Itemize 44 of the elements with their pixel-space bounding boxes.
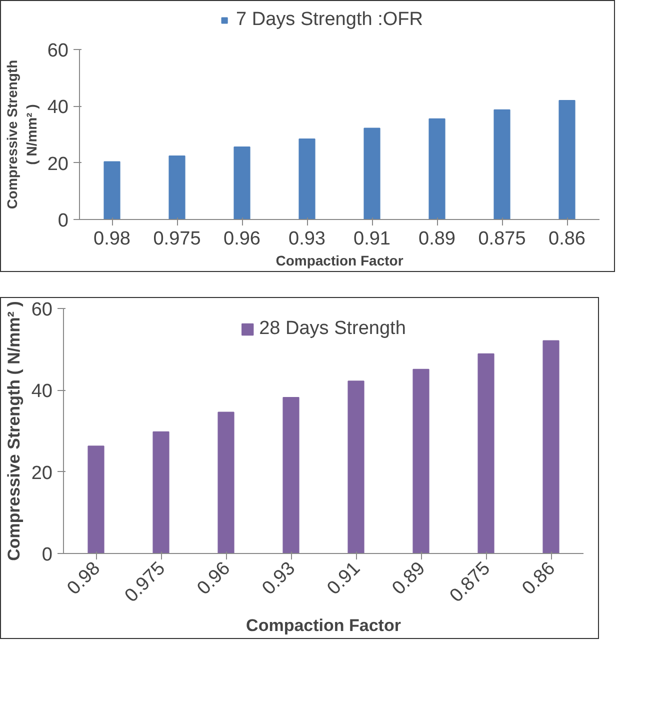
y-axis-title: Compressive Strength ( N/mm² ) [4,301,24,561]
y-tick-label: 0 [58,210,69,232]
legend-label: 7 Days Strength :OFR [236,9,423,31]
bar [478,353,494,554]
bar [218,412,234,554]
x-tick-label: 0.86 [518,558,560,600]
x-tick-label: 0.91 [323,558,364,600]
x-tick-label: 0.975 [153,228,201,250]
bar [152,431,170,554]
y-tick-label: 60 [31,300,53,320]
x-tick-label: 0.98 [63,558,104,600]
y-axis-title: Compressive Strength ( N/mm² ) [4,60,40,210]
x-axis-title: Compaction Factor [276,252,404,268]
x-tick-label: 0.89 [388,558,430,600]
bar [104,161,120,220]
bar [234,146,250,220]
x-tick-label: 0.93 [258,558,300,600]
bar [348,380,364,554]
bar [558,100,576,220]
bar [494,109,510,220]
legend-label: 28 Days Strength [259,318,406,340]
x-tick-label: 0.93 [288,228,326,250]
bar [168,156,186,220]
x-tick-label: 0.86 [548,228,586,250]
x-tick-label: 0.96 [193,558,234,600]
y-tick-label: 20 [31,462,53,484]
y-tick-label: 0 [42,544,53,566]
x-tick-label: 0.91 [354,228,390,250]
x-axis-title: Compaction Factor [246,616,402,636]
y-tick-label: 40 [47,97,69,118]
bar [428,118,446,220]
bar [542,340,560,554]
bar [282,397,300,554]
bar [88,446,104,554]
y-tick-label: 60 [47,40,69,62]
y-tick-label: 20 [47,154,69,175]
x-tick-label: 0.875 [478,228,526,250]
bar [412,368,430,554]
y-tick-label: 40 [31,381,53,402]
bar [364,128,380,220]
bar [298,138,316,220]
x-tick-label: 0.98 [94,228,130,250]
x-tick-label: 0.96 [224,228,260,250]
x-tick-label: 0.89 [418,228,456,250]
